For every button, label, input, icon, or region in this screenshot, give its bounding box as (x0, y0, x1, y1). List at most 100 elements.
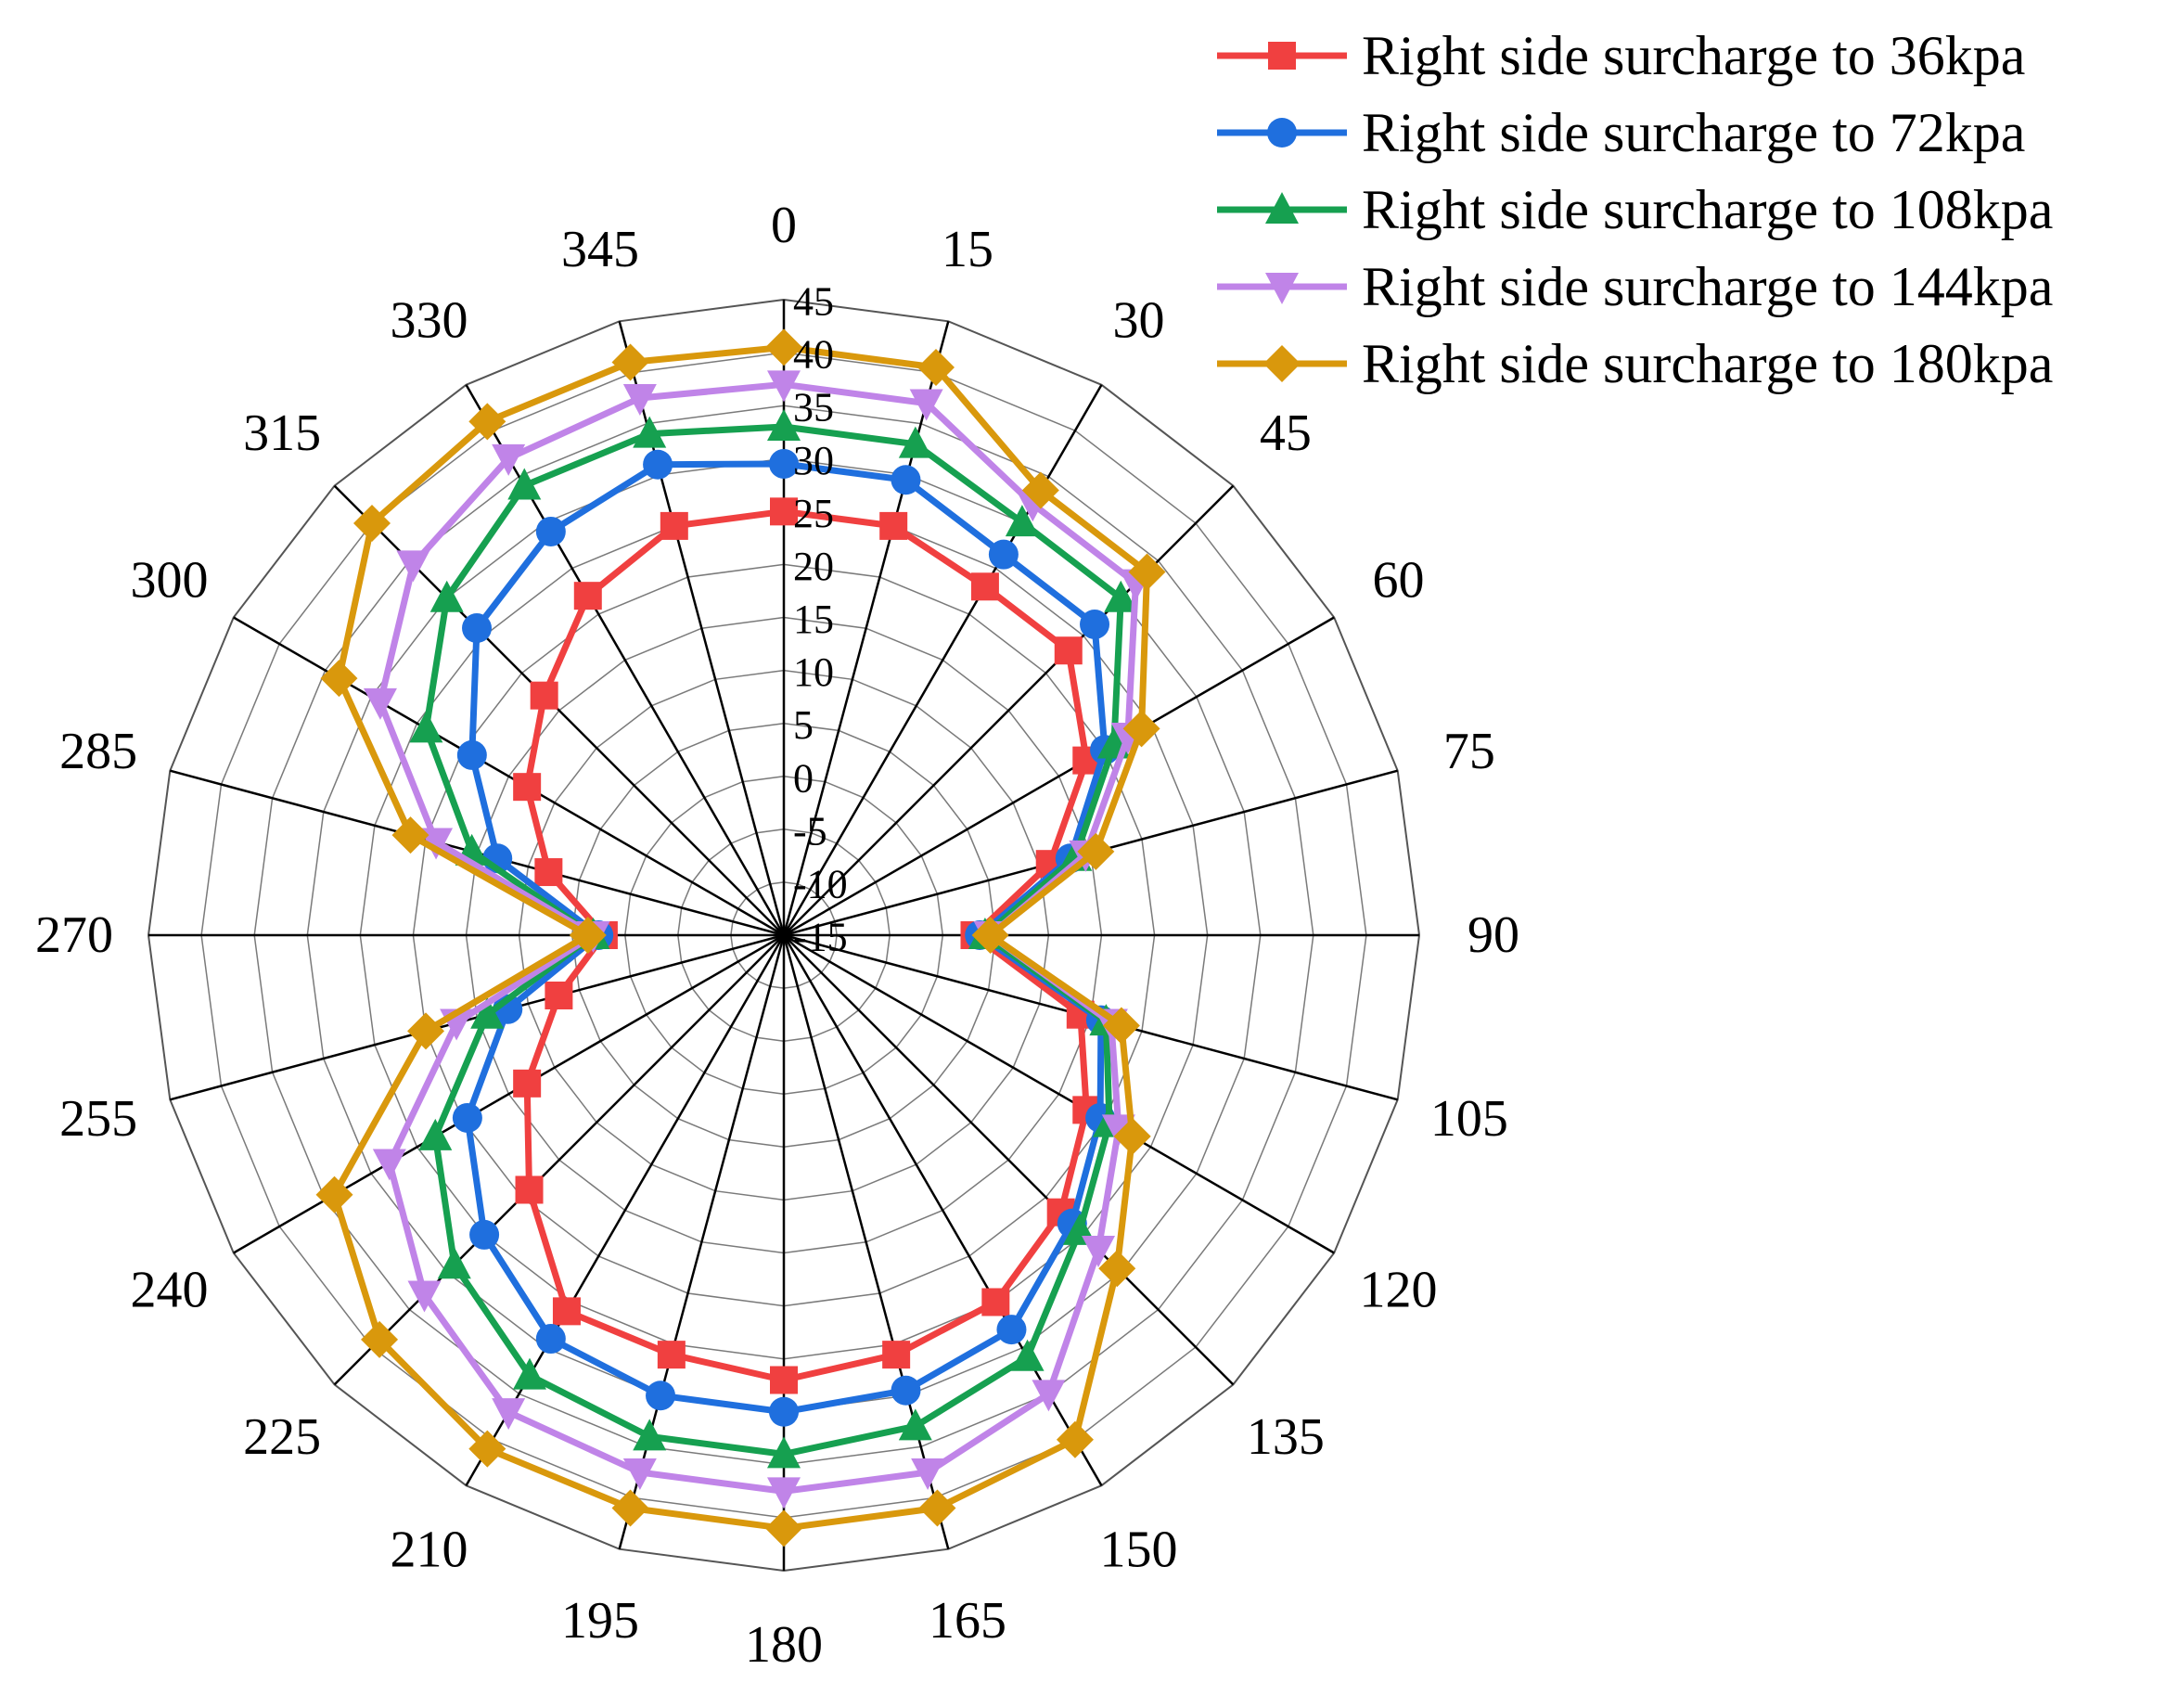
data-point-marker (633, 416, 667, 448)
angle-label: 120 (1360, 1262, 1438, 1319)
data-point-marker (418, 1118, 453, 1150)
data-point-marker (767, 1436, 801, 1469)
data-point-marker (1265, 192, 1299, 224)
data-point-marker (1268, 42, 1296, 70)
data-point-marker (770, 497, 798, 526)
legend-label: Right side surcharge to 180kpa (1362, 333, 2053, 394)
angle-label: 345 (561, 221, 639, 278)
data-point-marker (456, 739, 487, 770)
spoke-line (782, 320, 950, 936)
radial-tick-label: -10 (793, 861, 848, 906)
angle-label: 210 (391, 1522, 468, 1579)
data-point-marker (970, 572, 999, 601)
data-point-marker (535, 1324, 566, 1355)
data-point-marker (643, 449, 673, 480)
legend-label: Right side surcharge to 72kpa (1362, 102, 2025, 163)
radial-tick-label: 5 (793, 702, 814, 748)
spoke-line (782, 934, 950, 1550)
data-point-marker (765, 1509, 802, 1547)
data-point-marker (470, 996, 505, 1029)
data-point-marker (611, 1489, 649, 1527)
angle-label: 225 (243, 1408, 321, 1466)
data-point-marker (1098, 1250, 1136, 1288)
angle-label: 165 (929, 1592, 1006, 1650)
data-point-marker (1265, 273, 1299, 304)
data-point-marker (1113, 1117, 1151, 1155)
data-point-marker (391, 816, 429, 854)
data-point-marker (879, 511, 908, 540)
data-point-marker (535, 516, 566, 546)
radial-tick-label: 35 (793, 385, 834, 430)
data-point-marker (1104, 580, 1138, 612)
series-3 (409, 409, 1138, 1469)
data-point-marker (407, 1012, 445, 1050)
data-point-marker (909, 389, 943, 421)
angle-label: 285 (59, 723, 137, 780)
data-point-marker (469, 1219, 500, 1250)
data-point-marker (918, 1489, 956, 1527)
radial-tick-label: 25 (793, 491, 834, 536)
radial-tick-label: 30 (793, 438, 834, 483)
data-point-marker (767, 409, 801, 441)
spoke-line (465, 384, 786, 936)
data-point-marker (1101, 1114, 1135, 1147)
radial-tick-label: 10 (793, 649, 834, 695)
data-point-marker (462, 613, 493, 644)
spoke-line (782, 384, 1103, 936)
data-point-marker (515, 1175, 544, 1204)
data-point-marker (361, 1320, 399, 1358)
data-point-marker (633, 1419, 667, 1451)
angle-label: 0 (771, 197, 797, 254)
data-point-marker (882, 1341, 911, 1369)
data-point-marker (437, 1247, 471, 1279)
data-point-marker (363, 687, 397, 720)
data-point-marker (1077, 832, 1115, 870)
data-point-marker (622, 384, 657, 417)
radial-tick-label: 45 (793, 279, 834, 325)
angle-label: 150 (1100, 1522, 1178, 1579)
data-point-marker (552, 1297, 581, 1326)
data-point-marker (657, 1341, 686, 1369)
data-point-marker (1005, 505, 1039, 537)
series-5 (315, 328, 1166, 1547)
data-point-marker (513, 773, 542, 802)
data-point-marker (407, 1280, 442, 1313)
angle-label: 300 (131, 552, 209, 610)
data-point-marker (507, 468, 542, 500)
legend: Right side surcharge to 36kpa Right side … (1217, 25, 2053, 394)
angle-label: 30 (1113, 292, 1165, 350)
radial-tick-label: 40 (793, 332, 834, 378)
radial-tick-label: 15 (793, 597, 834, 642)
legend-item: Right side surcharge to 144kpa (1217, 256, 2053, 317)
data-point-marker (492, 443, 526, 476)
spoke-line (233, 616, 785, 937)
spoke-line (465, 934, 786, 1486)
legend-label: Right side surcharge to 108kpa (1362, 179, 2053, 240)
angle-label: 45 (1260, 405, 1312, 462)
data-point-marker (1032, 1380, 1066, 1412)
data-point-marker (996, 1315, 1027, 1345)
data-point-marker (898, 426, 932, 458)
data-point-marker (320, 660, 358, 698)
radial-tick-label: 20 (793, 544, 834, 589)
data-point-marker (545, 982, 573, 1010)
data-point-marker (622, 1458, 657, 1490)
radial-tick-label: 0 (793, 755, 814, 801)
data-point-marker (530, 681, 558, 710)
radial-tick-label: -15 (793, 915, 848, 960)
angle-label: 240 (131, 1262, 209, 1319)
data-point-marker (1263, 345, 1301, 382)
spoke-line (783, 616, 1335, 937)
data-point-marker (1102, 1007, 1140, 1045)
data-point-marker (569, 917, 607, 954)
data-point-marker (769, 448, 799, 479)
data-point-marker (1267, 118, 1297, 148)
data-point-marker (396, 550, 430, 583)
legend-label: Right side surcharge to 144kpa (1362, 256, 2053, 317)
data-point-marker (767, 1477, 801, 1509)
data-point-marker (891, 1375, 921, 1406)
spoke-line (783, 484, 1235, 936)
data-point-marker (660, 511, 688, 540)
